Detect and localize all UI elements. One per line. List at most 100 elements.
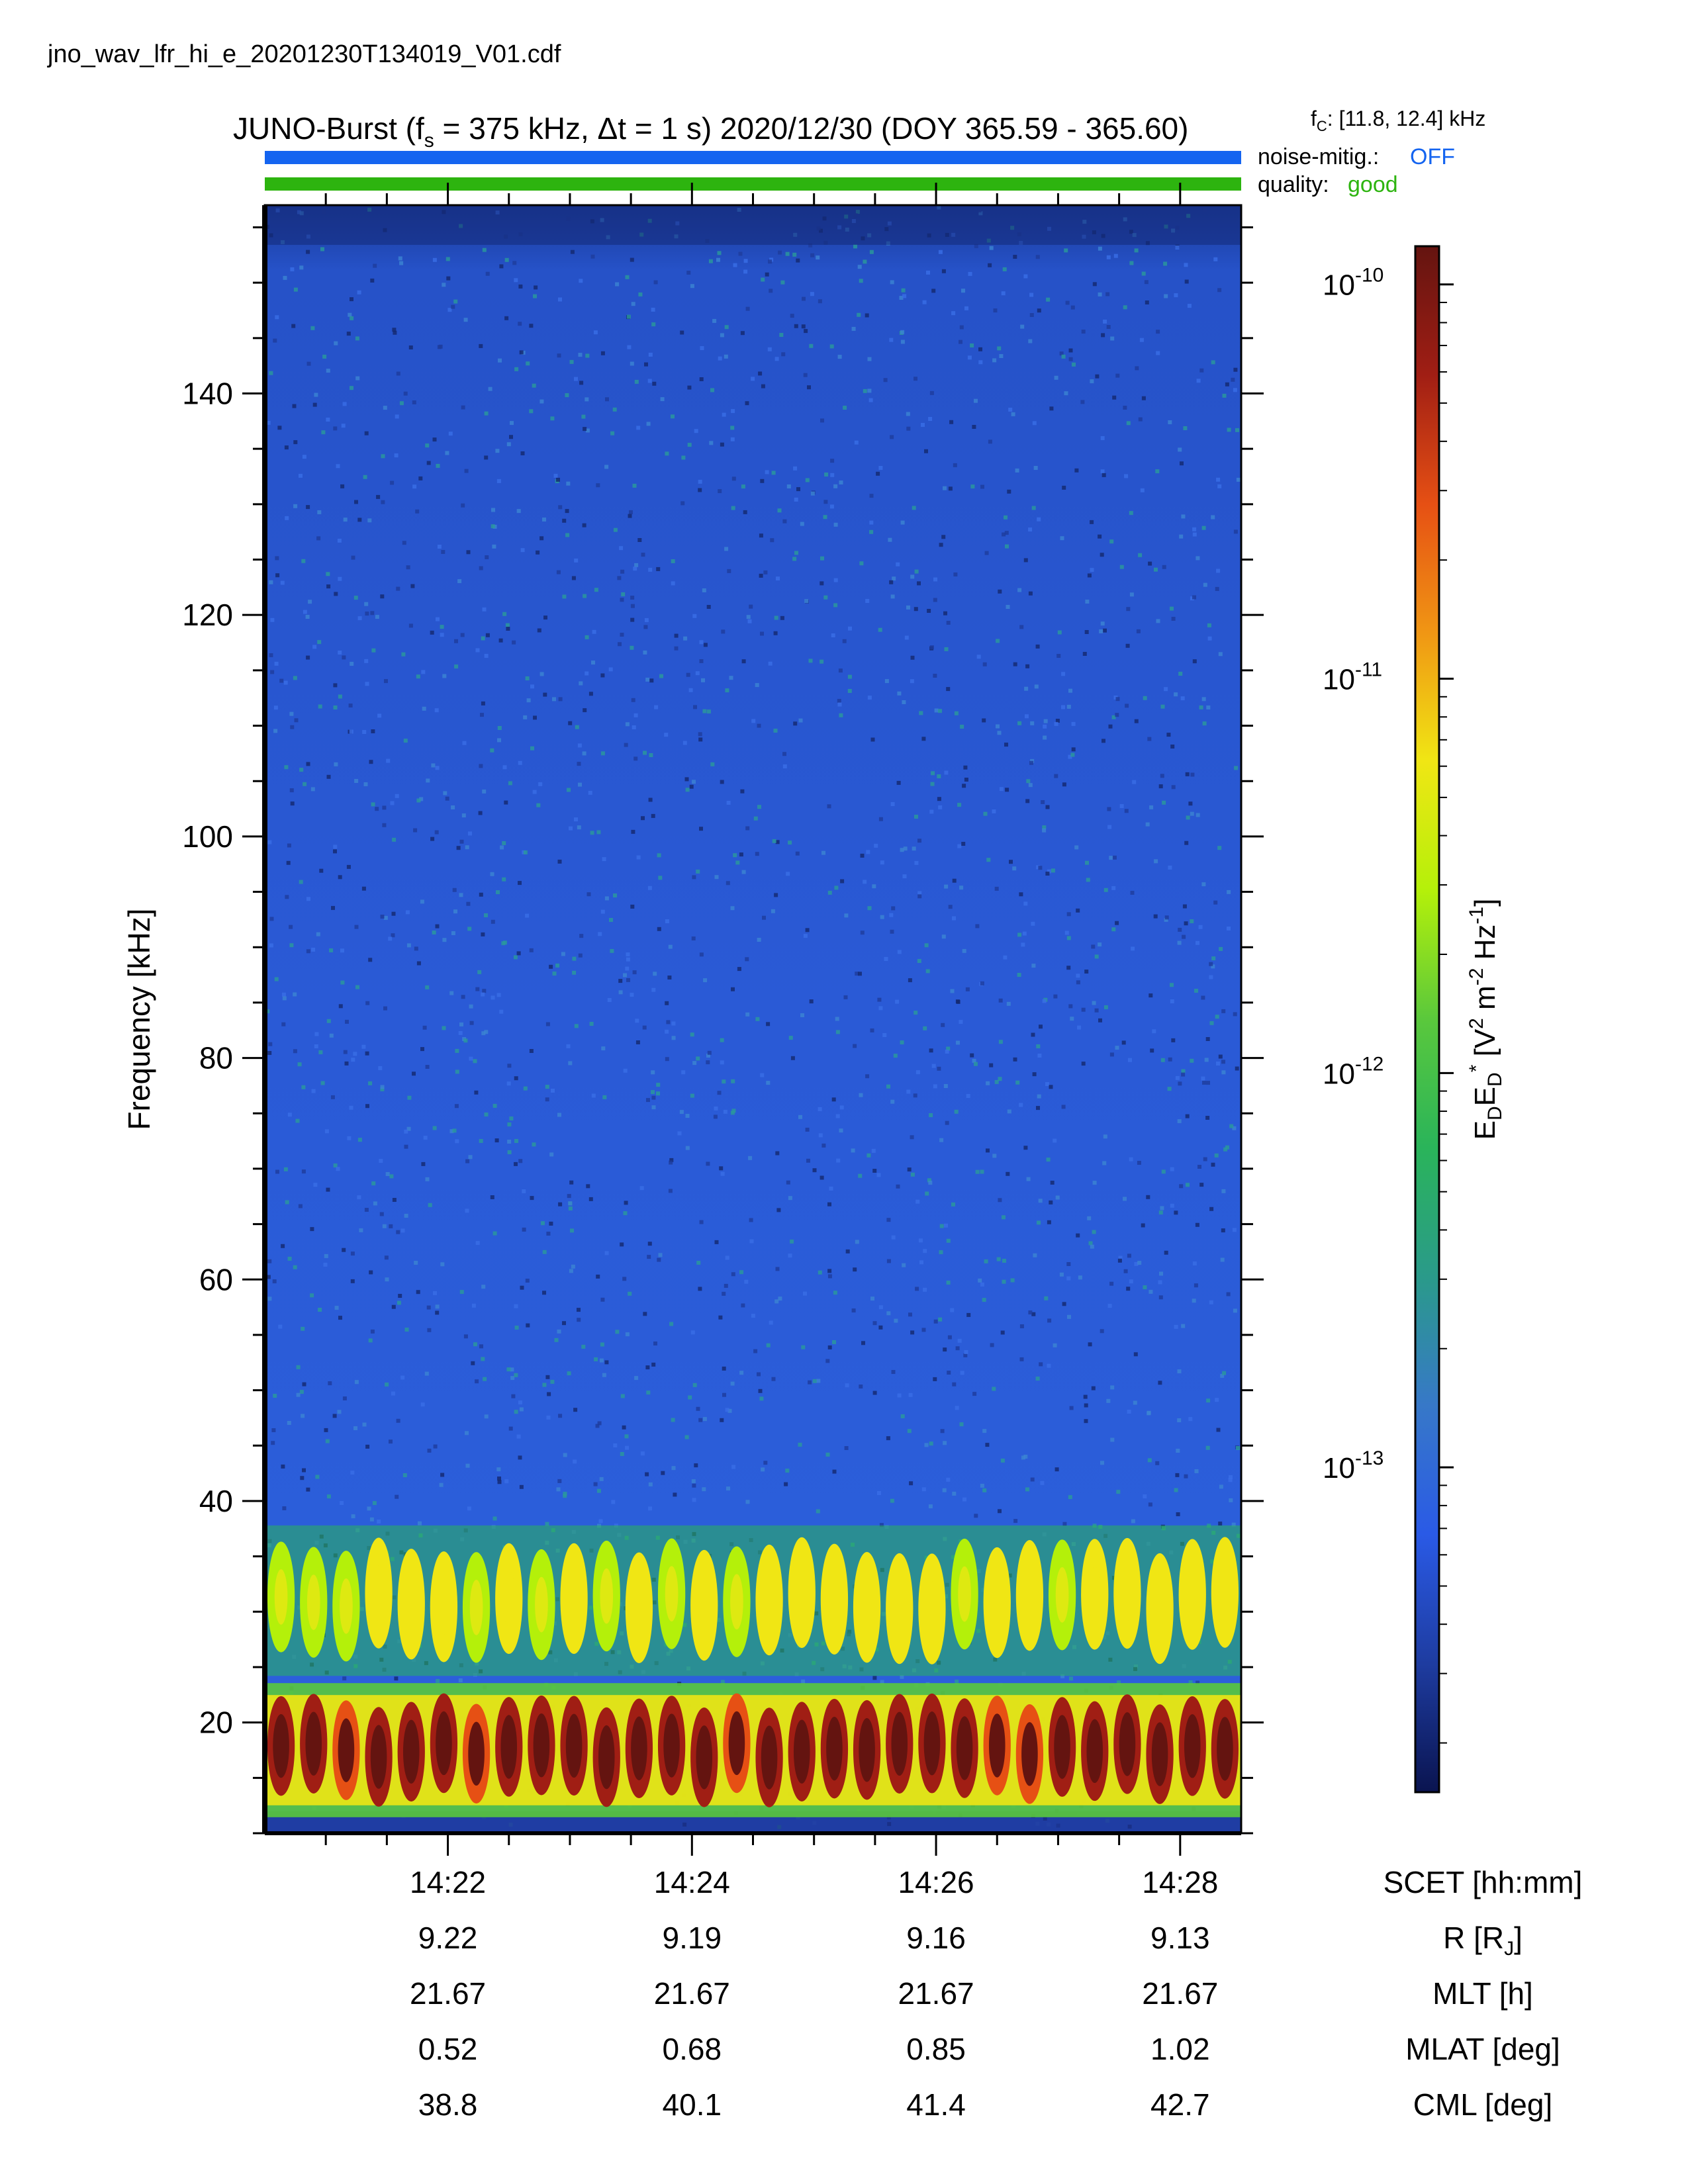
noise-speckle [1107, 1304, 1112, 1308]
noise-speckle [941, 535, 946, 539]
noise-speckle [381, 454, 385, 459]
noise-speckle [596, 1274, 600, 1279]
noise-speckle [648, 1506, 653, 1511]
noise-speckle [301, 1169, 306, 1174]
noise-speckle [569, 1180, 574, 1185]
noise-speckle [912, 506, 916, 510]
noise-speckle [618, 990, 623, 995]
noise-speckle [700, 346, 704, 350]
noise-speckle [1036, 1044, 1041, 1048]
noise-speckle [1211, 1162, 1215, 1167]
noise-speckle [691, 1479, 696, 1484]
noise-speckle [537, 628, 541, 633]
noise-speckle [1227, 889, 1231, 894]
noise-speckle [336, 1167, 340, 1171]
noise-speckle [613, 527, 618, 532]
noise-speckle [303, 782, 307, 786]
noise-speckle [701, 678, 705, 682]
noise-speckle [1111, 886, 1116, 890]
noise-speckle [357, 518, 362, 522]
noise-speckle [1135, 366, 1139, 371]
noise-speckle [267, 1259, 272, 1263]
noise-speckle [1035, 255, 1040, 259]
noise-speckle [361, 886, 366, 891]
noise-speckle [910, 1330, 915, 1335]
noise-speckle [690, 1330, 695, 1335]
noise-speckle [963, 765, 968, 770]
noise-speckle [308, 600, 312, 604]
noise-speckle [465, 845, 469, 850]
noise-speckle [1049, 1085, 1053, 1089]
noise-speckle [933, 674, 937, 678]
noise-speckle [620, 569, 625, 574]
noise-speckle [365, 1001, 370, 1005]
noise-speckle [600, 909, 605, 914]
noise-speckle [1019, 1357, 1024, 1361]
noise-speckle [872, 884, 876, 889]
noise-speckle [1085, 600, 1090, 604]
noise-speckle [692, 1498, 696, 1502]
noise-speckle [859, 1385, 863, 1388]
noise-speckle [422, 706, 426, 711]
noise-speckle [1061, 1105, 1066, 1109]
noise-speckle [469, 1004, 473, 1009]
noise-speckle [463, 1334, 468, 1339]
noise-speckle [482, 248, 487, 252]
noise-speckle [1196, 556, 1200, 561]
noise-speckle [671, 1418, 675, 1422]
noise-speckle [751, 1314, 755, 1318]
noise-speckle [354, 1380, 359, 1385]
noise-speckle [706, 1060, 710, 1065]
noise-speckle [609, 918, 613, 922]
noise-speckle [434, 708, 439, 713]
noise-speckle [333, 426, 338, 431]
noise-speckle [329, 1033, 334, 1038]
colorbar-label: EDED* [V2 m-2 Hz-1] [1466, 899, 1506, 1140]
noise-speckle [897, 691, 902, 696]
noise-speckle [316, 536, 321, 541]
noise-speckle [880, 1680, 884, 1684]
noise-speckle [878, 817, 883, 821]
noise-speckle [847, 689, 852, 693]
noise-speckle [1192, 1298, 1196, 1303]
noise-speckle [581, 1344, 586, 1349]
noise-speckle [1178, 672, 1183, 676]
noise-speckle [946, 621, 951, 625]
noise-speckle [310, 787, 315, 792]
noise-speckle [283, 680, 288, 685]
noise-speckle [432, 437, 437, 442]
noise-speckle [960, 725, 964, 729]
noise-speckle [1233, 388, 1237, 392]
noise-speckle [504, 316, 509, 320]
noise-speckle [293, 504, 298, 508]
noise-speckle [982, 1488, 987, 1492]
noise-speckle [553, 473, 558, 478]
noise-speckle [543, 615, 547, 620]
noise-speckle [422, 1025, 427, 1030]
noise-speckle [620, 1242, 624, 1247]
emission-blob-core [956, 1716, 973, 1780]
noise-speckle [1175, 1473, 1180, 1477]
noise-speckle [536, 803, 541, 807]
noise-speckle [1163, 261, 1168, 266]
noise-speckle [572, 956, 577, 961]
noise-speckle [396, 371, 400, 376]
noise-speckle [900, 848, 904, 852]
noise-speckle [998, 998, 1003, 1003]
noise-speckle [565, 509, 569, 514]
noise-speckle [702, 1417, 707, 1422]
noise-speckle [765, 470, 769, 475]
noise-speckle [692, 875, 696, 880]
noise-speckle [944, 770, 949, 775]
noise-speckle [699, 1220, 704, 1224]
noise-speckle [1066, 704, 1071, 709]
noise-speckle [651, 322, 656, 327]
noise-speckle [630, 904, 635, 909]
noise-speckle [1207, 636, 1212, 641]
noise-speckle [1103, 1005, 1108, 1009]
noise-speckle [633, 756, 638, 761]
noise-speckle [496, 890, 500, 895]
noise-speckle [1000, 1458, 1005, 1463]
noise-speckle [1221, 1189, 1226, 1193]
noise-speckle [315, 1475, 320, 1479]
